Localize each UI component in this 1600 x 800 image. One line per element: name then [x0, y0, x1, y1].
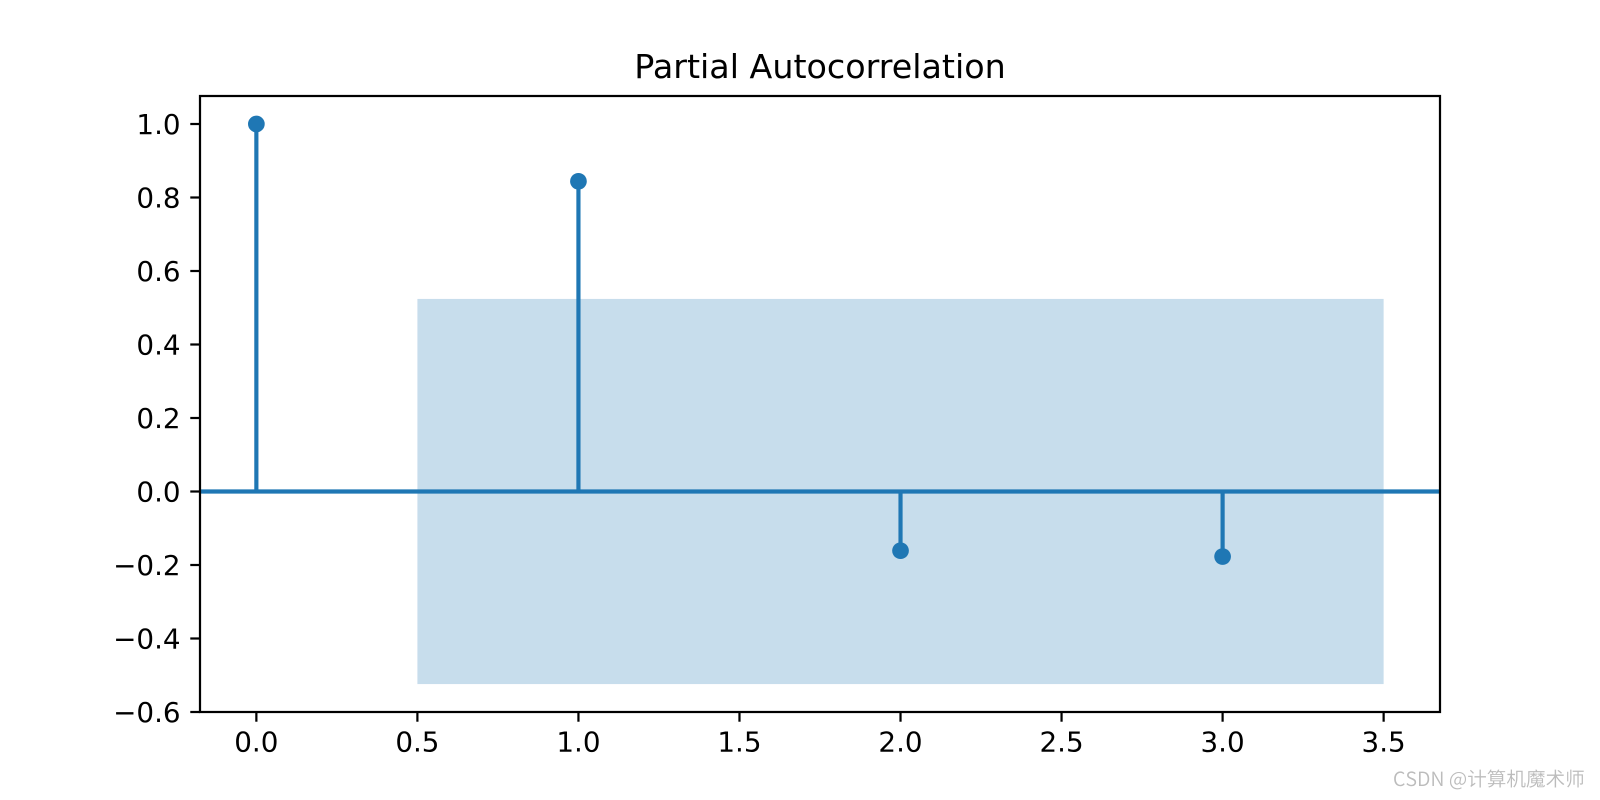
- y-tick-label: 0.4: [136, 329, 180, 362]
- x-tick-label: 3.0: [1201, 726, 1245, 759]
- watermark: [1394, 769, 1584, 790]
- x-tick-label: 2.5: [1039, 726, 1083, 759]
- x-tick-label: 1.5: [717, 726, 761, 759]
- x-tick-label: 1.0: [556, 726, 600, 759]
- y-tick-label: −0.2: [113, 549, 180, 582]
- y-tick-label: 0.2: [136, 402, 180, 435]
- y-tick-label: −0.6: [113, 696, 180, 729]
- stem-marker: [1214, 548, 1231, 565]
- chart-title: Partial Autocorrelation: [634, 47, 1006, 86]
- stem-markers: [248, 115, 1231, 565]
- y-tick-label: 0.6: [136, 255, 180, 288]
- stem-marker: [892, 542, 909, 560]
- axes-frame: [198, 94, 1442, 714]
- x-tick-label: 3.5: [1362, 726, 1406, 759]
- stem-lines: [254, 124, 1225, 557]
- x-tick-label: 0.0: [234, 726, 278, 759]
- x-axis-ticks: 0.0 0.5 1.0 1.5 2.0 2.5 3.0 3.5: [234, 712, 1406, 759]
- x-tick-label: 0.5: [395, 726, 439, 759]
- y-tick-label: 0.0: [136, 476, 180, 509]
- y-tick-label: −0.4: [113, 623, 180, 656]
- x-tick-label: 2.0: [878, 726, 922, 759]
- stem-marker: [248, 115, 265, 133]
- y-tick-label: 1.0: [136, 108, 180, 141]
- stem-marker: [570, 172, 587, 190]
- y-tick-label: 0.8: [136, 182, 180, 215]
- y-axis-ticks: 1.0 0.8 0.6 0.4 0.2 0.0 −0.2 −0.4 −0.6: [113, 108, 200, 729]
- watermark-text-glyphs: [1394, 769, 1584, 790]
